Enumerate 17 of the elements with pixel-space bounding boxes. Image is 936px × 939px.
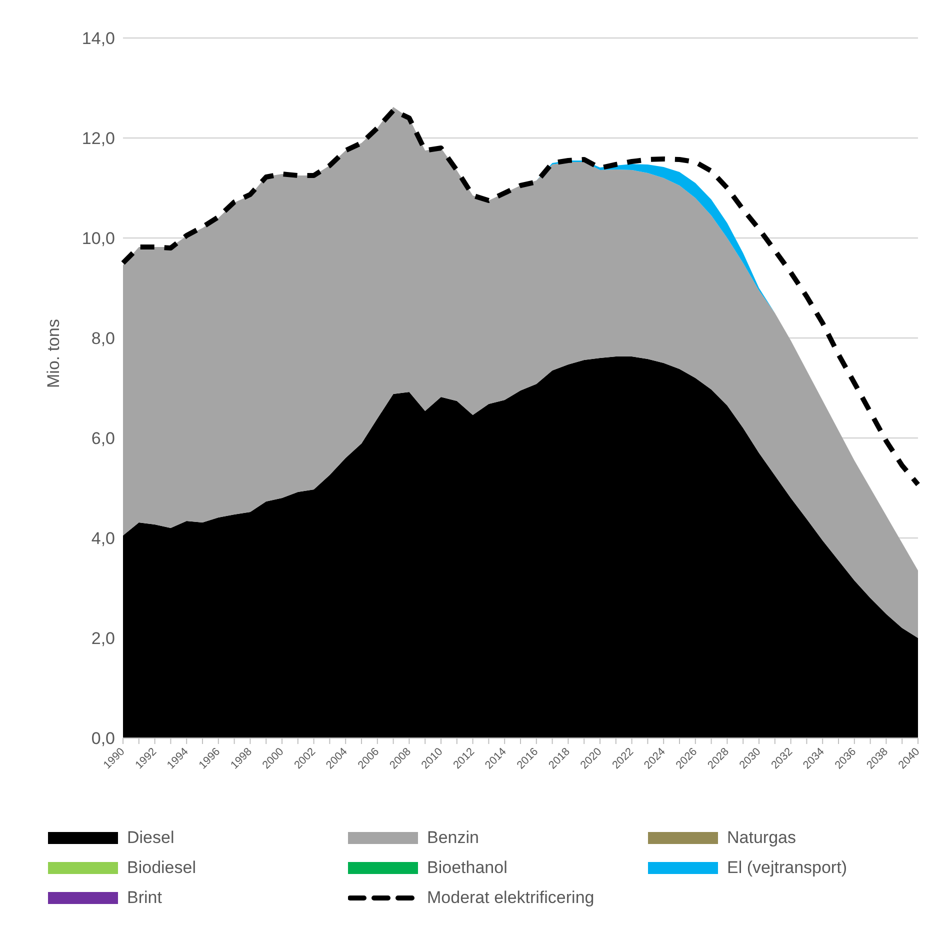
y-axis-title: Mio. tons: [44, 319, 64, 388]
legend-label: Biodiesel: [127, 858, 196, 878]
legend-label: Diesel: [127, 828, 174, 848]
y-tick-label: 4,0: [91, 529, 115, 548]
y-tick-label: 10,0: [82, 229, 115, 248]
y-tick-label: 12,0: [82, 129, 115, 148]
legend-label: Benzin: [427, 828, 479, 848]
y-tick-label: 2,0: [91, 629, 115, 648]
legend-label: Naturgas: [727, 828, 796, 848]
y-tick-label: 0,0: [91, 729, 115, 748]
legend-label: Bioethanol: [427, 858, 508, 878]
y-tick-label: 14,0: [82, 29, 115, 48]
legend-label: Moderat elektrificering: [427, 888, 594, 908]
y-tick-label: 6,0: [91, 429, 115, 448]
y-tick-label: 8,0: [91, 329, 115, 348]
legend-label: Brint: [127, 888, 162, 908]
legend-label: El (vejtransport): [727, 858, 847, 878]
